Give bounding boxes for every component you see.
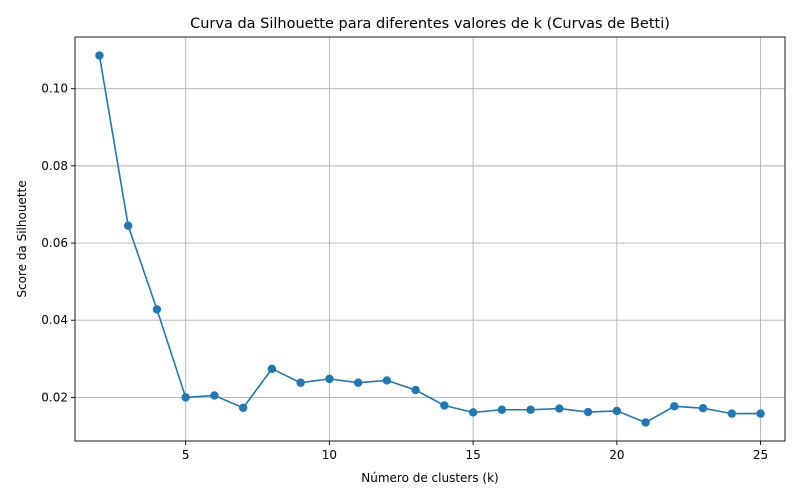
data-point [727,409,737,418]
data-point [555,404,564,413]
data-point [526,405,535,414]
y-tick-label: 0.06 [41,236,68,250]
chart-title: Curva da Silhouette para diferentes valo… [190,16,670,32]
data-point [641,418,650,427]
x-tick-label: 10 [322,448,337,462]
data-point [440,401,449,410]
data-point [756,409,765,418]
data-point [468,408,478,417]
data-point [583,407,593,417]
y-tick-label: 0.08 [41,159,68,173]
y-axis-label: Score da Silhouette [15,180,29,297]
data-point [698,404,708,413]
data-point [238,403,248,413]
axis-ticks: 5 10 15 20 25 0.02 0.04 0.06 0.08 0.10 [41,82,768,462]
x-axis-label: Número de clusters (k) [361,471,498,485]
series-line-group [98,55,761,424]
plot-area-frame [74,36,786,442]
data-point [497,405,507,414]
series-line [98,55,761,424]
data-point [296,378,305,387]
x-tick-label: 20 [609,448,624,462]
data-point [152,305,162,314]
data-points [95,51,765,427]
data-point [267,364,277,374]
data-point [123,221,133,230]
data-point [95,51,104,60]
x-tick-label: 25 [753,448,768,462]
x-tick-label: 15 [465,448,480,462]
data-point [411,385,420,395]
data-point [382,376,392,385]
data-point [612,406,622,416]
data-point [325,374,334,384]
y-tick-label: 0.04 [41,313,68,327]
data-point [670,402,679,411]
data-point [353,378,363,387]
y-tick-label: 0.02 [41,390,68,404]
data-point [210,391,219,400]
y-tick-label: 0.10 [41,82,68,96]
data-point [181,393,190,402]
grid [75,37,785,441]
x-tick-label: 5 [182,448,190,462]
